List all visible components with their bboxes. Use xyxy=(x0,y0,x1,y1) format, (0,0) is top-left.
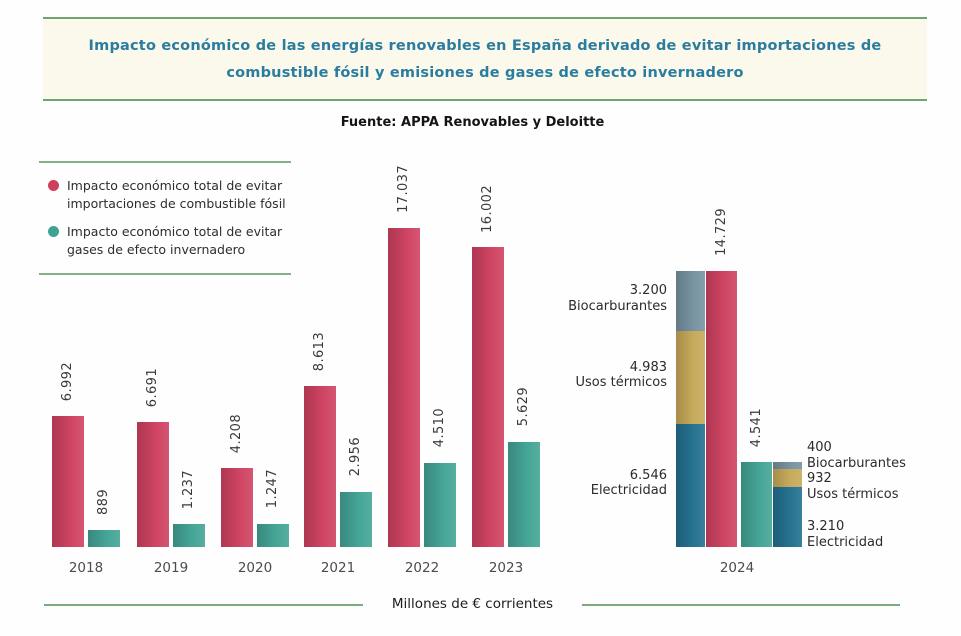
title-line-2: combustible fósil y emisiones de gases d… xyxy=(226,64,744,81)
breakdown-label-ghg-usos-te-rmicos-name: Usos térmicos xyxy=(807,486,899,502)
chart-legend: Impacto económico total de evitar import… xyxy=(39,161,291,275)
breakdown-label-ghg-usos-te-rmicos-value: 932 xyxy=(807,471,832,486)
value-label-ghg-2024: 4.541 xyxy=(748,407,764,447)
breakdown-label-ghg-biocarburantes-value: 400 xyxy=(807,440,832,455)
bar-ghg-2023 xyxy=(508,441,540,547)
bar-fossil-2019 xyxy=(137,421,169,547)
value-label-fossil-2020: 4.208 xyxy=(229,414,244,454)
bar-2024-ghg-biocarburantes xyxy=(773,461,802,470)
bar-ghg-2018 xyxy=(88,530,120,547)
bar-ghg-2020 xyxy=(257,523,289,547)
bar-ghg-2019 xyxy=(173,523,205,547)
legend-dot-fossil-icon xyxy=(48,180,59,191)
legend-label-fossil-line1: Impacto económico total de evitar xyxy=(67,178,283,193)
breakdown-label-fossil-electricidad: 6.546 Electricidad xyxy=(591,468,667,499)
bar-2024-ghg-electricidad xyxy=(773,486,802,547)
legend-label-ghg: Impacto económico total de evitar gases … xyxy=(67,223,282,259)
title-box: Impacto económico de las energías renova… xyxy=(43,17,927,101)
breakdown-label-fossil-biocarburantes-name: Biocarburantes xyxy=(568,298,667,314)
breakdown-label-ghg-usos-te-rmicos: 932 Usos térmicos xyxy=(807,471,899,502)
breakdown-label-ghg-biocarburantes-name: Biocarburantes xyxy=(807,455,906,471)
value-label-ghg-2023: 5.629 xyxy=(516,387,531,427)
bar-ghg-2024-total xyxy=(741,461,772,547)
breakdown-label-fossil-usos-te-rmicos-value: 4.983 xyxy=(629,359,667,375)
bar-fossil-2022 xyxy=(388,228,420,547)
legend-label-fossil-line2: importaciones de combustible fósil xyxy=(67,196,286,211)
footer-divider-right xyxy=(582,604,900,606)
value-label-ghg-2022: 4.510 xyxy=(432,408,447,448)
bar-2024-fossil-biocarburantes xyxy=(676,271,705,332)
axis-label-2021: 2021 xyxy=(320,560,356,576)
bar-fossil-2024-total xyxy=(706,271,737,547)
unit-caption: Millones de € corrientes xyxy=(391,596,554,612)
axis-label-2022: 2022 xyxy=(404,560,440,576)
legend-label-ghg-line1: Impacto económico total de evitar xyxy=(67,224,283,239)
axis-label-2018: 2018 xyxy=(68,560,104,576)
axis-label-2019: 2019 xyxy=(153,560,189,576)
legend-dot-ghg-icon xyxy=(48,226,59,237)
bar-fossil-2023 xyxy=(472,247,504,547)
value-label-ghg-2018: 889 xyxy=(96,489,111,516)
value-label-fossil-2024: 14.729 xyxy=(713,208,729,257)
bar-fossil-2021 xyxy=(304,385,336,547)
breakdown-label-ghg-electricidad-value: 3.210 xyxy=(807,519,845,534)
bar-2024-fossil-usos-te-rmicos xyxy=(676,331,705,425)
value-label-fossil-2018: 6.992 xyxy=(60,361,75,402)
legend-label-fossil: Impacto económico total de evitar import… xyxy=(67,177,286,213)
breakdown-label-ghg-electricidad: 3.210 Electricidad xyxy=(807,519,883,550)
source-caption: Fuente: APPA Renovables y Deloitte xyxy=(340,115,605,130)
bar-ghg-2022 xyxy=(424,462,456,547)
value-label-ghg-2019: 1.237 xyxy=(181,469,196,509)
breakdown-label-fossil-electricidad-value: 6.546 xyxy=(629,467,667,483)
value-label-ghg-2021: 2.956 xyxy=(348,437,363,477)
axis-label-2023: 2023 xyxy=(488,560,524,576)
bar-ghg-2021 xyxy=(340,491,372,547)
bar-2024-fossil-electricidad xyxy=(676,424,705,547)
breakdown-label-ghg-biocarburantes: 400 Biocarburantes xyxy=(807,440,906,471)
bar-2024-ghg-usos-te-rmicos xyxy=(773,469,802,487)
legend-label-ghg-line2: gases de efecto invernadero xyxy=(67,242,246,257)
breakdown-label-fossil-usos-te-rmicos: 4.983 Usos térmicos xyxy=(575,360,667,391)
legend-item-ghg: Impacto económico total de evitar gases … xyxy=(48,223,291,259)
bar-fossil-2018 xyxy=(52,416,84,547)
legend-item-fossil: Impacto económico total de evitar import… xyxy=(48,177,291,213)
value-label-fossil-2019: 6.691 xyxy=(145,367,160,407)
value-label-fossil-2023: 16.002 xyxy=(480,184,495,233)
breakdown-label-fossil-electricidad-name: Electricidad xyxy=(590,483,667,499)
bar-fossil-2020 xyxy=(221,468,253,547)
title-line-1: Impacto económico de las energías renova… xyxy=(88,37,882,54)
breakdown-label-fossil-biocarburantes-value: 3.200 xyxy=(629,283,667,299)
footer-divider-left xyxy=(44,604,363,606)
value-label-fossil-2021: 8.613 xyxy=(312,331,327,371)
breakdown-label-fossil-usos-te-rmicos-name: Usos térmicos xyxy=(575,375,667,391)
breakdown-label-ghg-electricidad-name: Electricidad xyxy=(807,534,884,550)
axis-label-2020: 2020 xyxy=(237,560,273,576)
value-label-fossil-2022: 17.037 xyxy=(396,165,411,213)
axis-label-2024: 2024 xyxy=(719,560,755,576)
value-label-ghg-2020: 1.247 xyxy=(265,469,280,509)
breakdown-label-fossil-biocarburantes: 3.200 Biocarburantes xyxy=(568,283,667,314)
